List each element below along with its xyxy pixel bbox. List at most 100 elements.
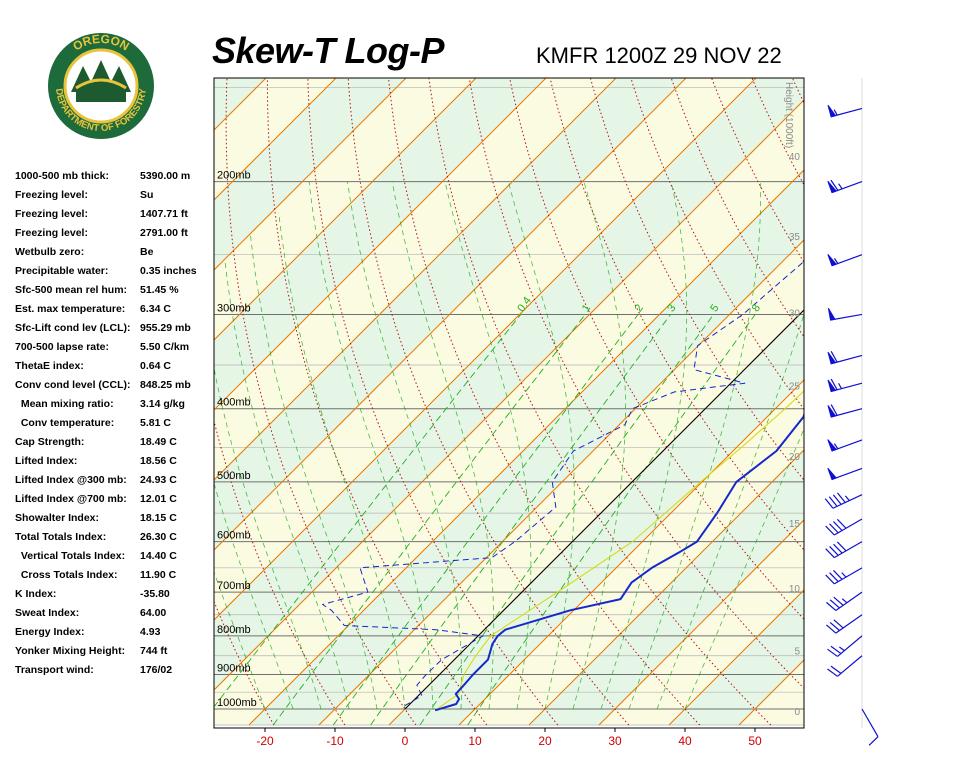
x-tick-label: 30: [608, 734, 622, 748]
index-row: Energy Index: 4.93: [15, 625, 197, 644]
index-row: Showalter Index: 18.15 C: [15, 511, 197, 530]
pressure-label: 200mb: [217, 170, 251, 182]
index-label: Sweat Index:: [15, 607, 80, 619]
moist-adiabat-line: [224, 261, 350, 710]
pressure-label: 900mb: [217, 662, 251, 674]
index-row: Mean mixing ratio: 3.14 g/kg: [15, 397, 197, 416]
index-label: Transport wind:: [15, 664, 94, 676]
height-tick-label: 15: [789, 519, 801, 530]
index-label: Precipitable water:: [15, 265, 109, 277]
wind-barb: [827, 635, 863, 657]
index-label: Showalter Index:: [15, 512, 100, 524]
wind-barb: [826, 591, 863, 611]
index-label: Freezing level:: [15, 208, 88, 220]
mixing-ratio-label: 5: [708, 302, 721, 314]
height-tick-label: 30: [789, 308, 801, 319]
index-row: Sfc-500 mean rel hum: 51.45 %: [15, 283, 197, 302]
pressure-label: 400mb: [217, 397, 251, 409]
svg-text:OREGON: OREGON: [70, 32, 131, 53]
index-row: Lifted Index: 18.56 C: [15, 454, 197, 473]
index-value: 0.64 C: [140, 360, 171, 372]
dry-adiabat-line: [509, 78, 804, 621]
index-row: Freezing level: Su: [15, 188, 197, 207]
index-value: Su: [140, 189, 154, 201]
index-row: ThetaE index: 0.64 C: [15, 359, 197, 378]
index-row: Precipitable water: 0.35 inches: [15, 264, 197, 283]
dry-adiabat-line: [711, 78, 804, 264]
isotherm-line: [318, 239, 804, 726]
wind-barb: [826, 614, 863, 634]
moist-adiabat-line: [507, 181, 575, 710]
isotherm-line: [598, 519, 804, 726]
moist-adiabat-line: [308, 181, 434, 710]
mixing-ratio-label: 2: [633, 302, 646, 314]
index-value: 18.49 C: [140, 436, 177, 448]
index-value: 4.93: [140, 626, 161, 638]
index-label: Wetbulb zero:: [15, 246, 85, 258]
dry-adiabat-line: [549, 78, 804, 551]
index-value: 11.90 C: [140, 569, 177, 581]
mixing-ratio-label: 1: [580, 302, 593, 314]
index-row: Lifted Index @300 mb: 24.93 C: [15, 473, 197, 492]
wind-barb: [824, 492, 863, 509]
index-value: 848.25 mb: [140, 379, 191, 391]
dry-adiabat-line: [589, 78, 804, 481]
isotherm-line: [458, 379, 804, 726]
moist-adiabat-line: [572, 181, 626, 710]
index-value: 24.93 C: [140, 474, 177, 486]
dewpoint-trace: [322, 260, 804, 707]
index-row: Conv temperature: 5.81 C: [15, 416, 197, 435]
moist-adiabat-line: [278, 212, 406, 710]
index-label: Freezing level:: [15, 227, 88, 239]
index-row: Total Totals Index: 26.30 C: [15, 530, 197, 549]
wind-barb: [827, 655, 863, 677]
isotherm-line: [214, 78, 477, 341]
wind-barb: [827, 351, 863, 365]
index-value: 1407.71 ft: [140, 208, 188, 220]
x-tick-label: -20: [256, 734, 274, 748]
index-value: 6.34 C: [140, 303, 171, 315]
index-label: ThetaE index:: [15, 360, 84, 372]
index-value: Be: [140, 246, 154, 258]
sounding-profiles: [322, 260, 804, 712]
index-value: 5.50 C/km: [140, 341, 190, 353]
index-value: 51.45 %: [140, 284, 179, 296]
plot-frame: [213, 77, 805, 729]
isotherm-line: [248, 169, 804, 726]
index-row: Sweat Index: 64.00: [15, 606, 197, 625]
mixing-ratio-label: 8: [750, 302, 763, 314]
index-label: Est. max temperature:: [15, 303, 126, 315]
temperature-trace: [434, 411, 804, 712]
index-label: Mean mixing ratio:: [15, 398, 114, 410]
mixing-ratio-line: [214, 314, 522, 708]
index-value: 3.14 g/kg: [140, 398, 185, 410]
index-row: Freezing level: 1407.71 ft: [15, 207, 197, 226]
wind-barb: [825, 567, 863, 585]
wind-barb: [827, 378, 863, 393]
moist-adiabat-line: [684, 428, 804, 710]
index-label: 1000-500 mb thick:: [15, 170, 109, 182]
index-label: Yonker Mixing Height:: [15, 645, 126, 657]
isotherm-line: [668, 589, 804, 726]
mixing-ratio-line: [467, 314, 756, 726]
index-row: 1000-500 mb thick: 5390.00 m: [15, 169, 197, 188]
reference-line: [404, 309, 804, 710]
logo-top-text: OREGON: [70, 32, 131, 54]
mixing-ratio-line: [272, 314, 586, 726]
index-value: -35.80: [140, 588, 170, 600]
index-row: 700-500 lapse rate: 5.50 C/km: [15, 340, 197, 359]
height-tick-label: 25: [789, 382, 801, 393]
pressure-label: 800mb: [217, 624, 251, 636]
height-tick-label: 10: [789, 584, 801, 595]
dry-adiabat-line: [468, 78, 804, 690]
index-label: Vertical Totals Index:: [15, 550, 126, 562]
x-tick-label: 0: [402, 734, 409, 748]
index-row: Yonker Mixing Height: 744 ft: [15, 644, 197, 663]
index-value: 0.35 inches: [140, 265, 197, 277]
height-tick-label: 35: [789, 232, 801, 243]
x-tick-label: -10: [326, 734, 344, 748]
index-label: Conv cond level (CCL):: [15, 379, 131, 391]
index-value: 2791.00 ft: [140, 227, 188, 239]
x-tick-label: 50: [748, 734, 762, 748]
